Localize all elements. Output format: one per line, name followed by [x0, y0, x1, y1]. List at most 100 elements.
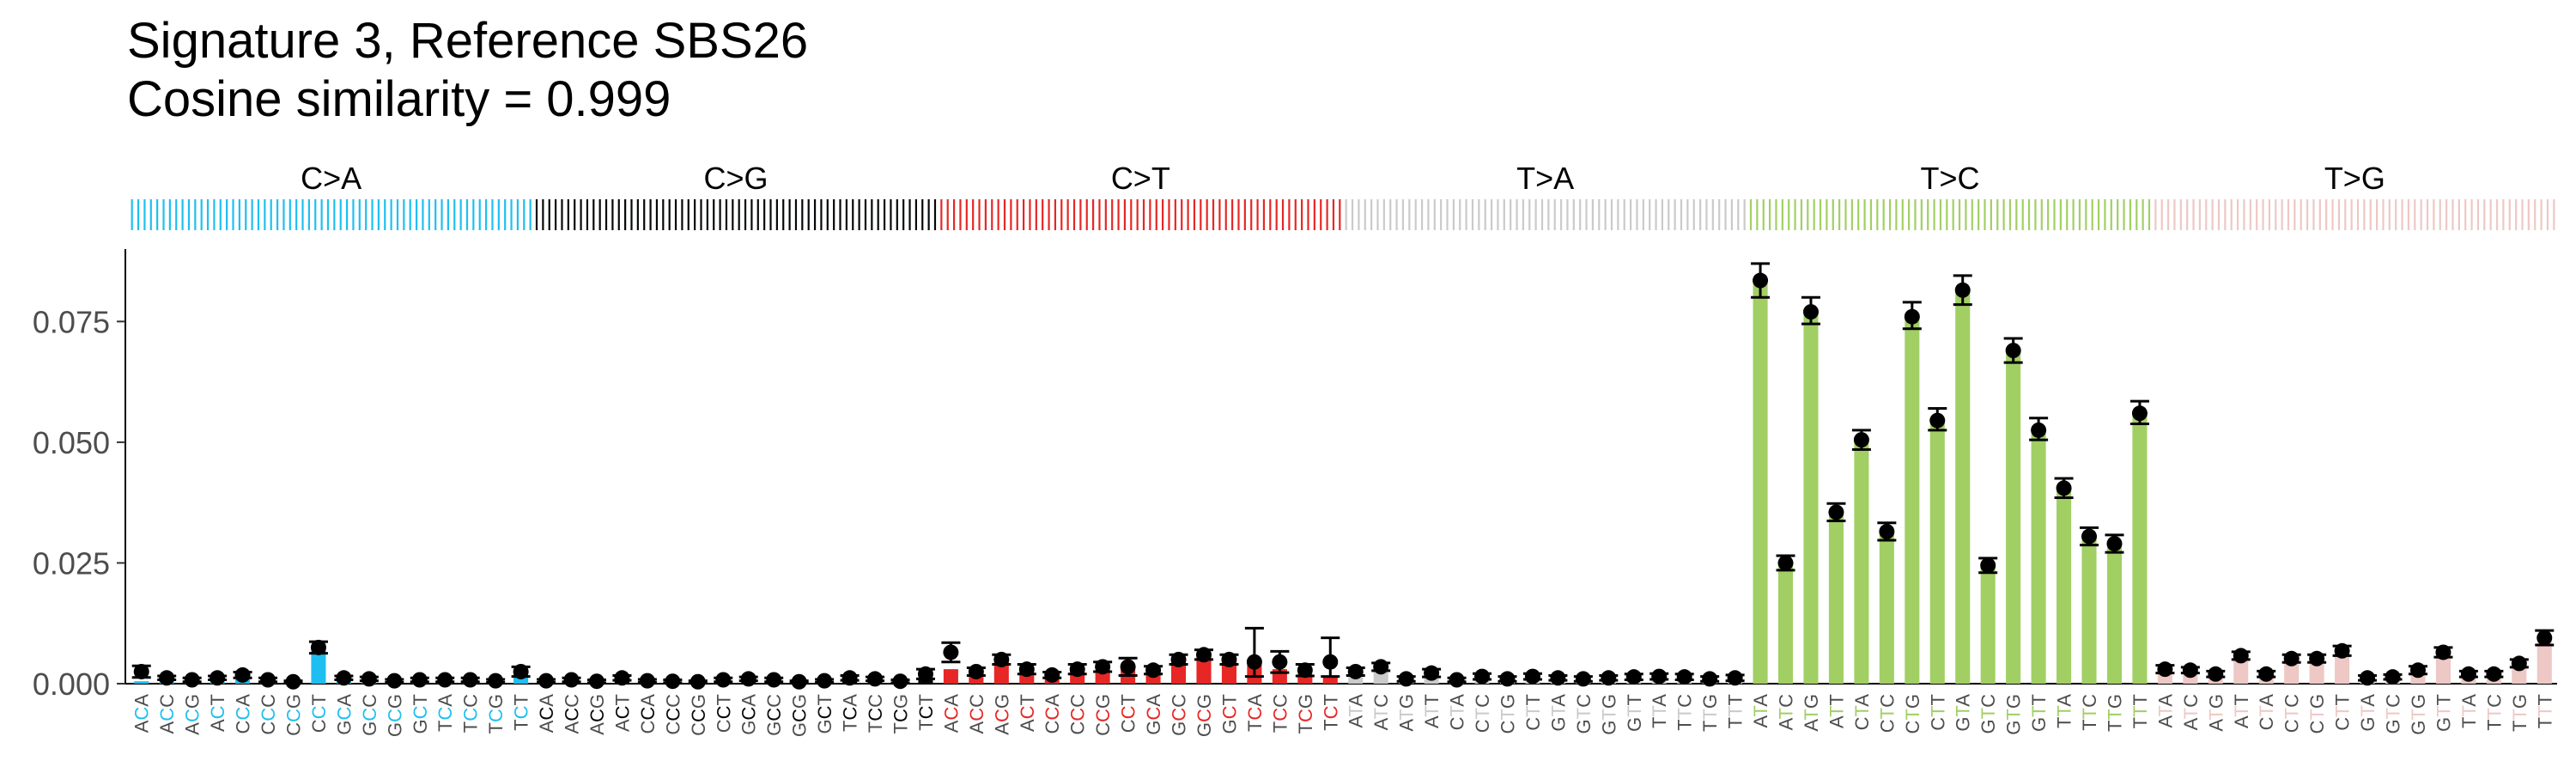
reference-point [1297, 662, 1313, 679]
reference-point [1980, 557, 1996, 574]
reference-point [943, 644, 959, 660]
x-tick-label: ACT [1017, 694, 1038, 732]
mutation-type-strip: C>A C>G C>T T>A T>C T>G [131, 161, 2555, 230]
x-tick-label: CCA [637, 694, 659, 734]
x-tick-label: CCG [688, 694, 709, 736]
x-tick-label: TTC [1674, 694, 1696, 731]
reference-point [133, 663, 149, 679]
bars [134, 283, 2552, 684]
reference-point [817, 673, 833, 689]
x-tick-label: CCC [1067, 694, 1089, 735]
reference-point [867, 671, 884, 687]
x-tick-label: CTA [1447, 694, 1468, 731]
x-tick-label: GCC [763, 694, 785, 736]
reference-point [715, 672, 732, 688]
bar [2335, 652, 2350, 684]
reference-point [1474, 668, 1491, 685]
reference-point [588, 673, 605, 690]
x-tick-label: ATG [2205, 694, 2227, 732]
x-tick-label: CCT [713, 694, 734, 733]
x-tick-label: CTG [1902, 694, 1923, 733]
bar [2435, 654, 2451, 684]
reference-point [361, 671, 377, 687]
bar [1777, 563, 1794, 684]
reference-point [2081, 528, 2098, 545]
x-tick-label: GTG [2003, 694, 2025, 735]
bar [1854, 440, 1869, 684]
reference-point [2233, 648, 2249, 664]
reference-point [2409, 662, 2426, 679]
x-tick-label: ATG [1396, 694, 1418, 732]
bar [1929, 420, 1945, 684]
reference-point [1753, 272, 1769, 289]
x-tick-label: TCC [460, 694, 482, 733]
x-tick-label: GCT [410, 694, 431, 733]
x-tick-label: GCG [384, 694, 405, 737]
reference-point [1853, 432, 1869, 448]
reference-point [563, 672, 580, 688]
bar [1980, 565, 1996, 684]
reference-point [462, 672, 478, 688]
reference-point [1195, 647, 1212, 663]
x-tick-label: TTA [2054, 694, 2075, 728]
reference-point [2056, 480, 2072, 496]
reference-point [310, 639, 326, 655]
reference-points [131, 262, 2555, 690]
x-tick-label: TTG [2104, 694, 2125, 732]
x-tick-label: TCC [1269, 694, 1291, 733]
reference-point [2157, 661, 2173, 678]
x-tick-label: TCT [511, 694, 532, 731]
reference-point [917, 666, 933, 682]
x-tick-label: TTG [2509, 694, 2530, 732]
reference-point [2486, 666, 2502, 682]
reference-point [892, 673, 908, 690]
reference-point [1424, 665, 1440, 681]
x-tick-label: ACC [156, 694, 178, 734]
bar [1348, 676, 1364, 684]
reference-point [538, 673, 555, 689]
reference-point [2537, 630, 2553, 646]
reference-point [2360, 670, 2376, 686]
x-tick-label: ACA [940, 694, 962, 733]
reference-point [1828, 504, 1844, 520]
x-tick-label: CCA [1042, 694, 1063, 734]
reference-point [639, 673, 655, 689]
x-tick-label: TCT [915, 694, 937, 731]
x-tick-label: GTC [2383, 694, 2404, 734]
bar [943, 669, 958, 684]
bar [1322, 676, 1338, 684]
reference-point [1069, 661, 1085, 678]
x-tick-label: ATA [1346, 694, 1367, 728]
reference-point [2258, 666, 2275, 682]
x-tick-label: CCC [662, 694, 683, 735]
x-tick-label: TCC [865, 694, 886, 733]
x-tick-label: GCA [1143, 694, 1164, 735]
reference-point [260, 672, 276, 688]
reference-point [1676, 669, 1692, 685]
x-tick-label: ATA [2154, 694, 2176, 728]
reference-point [665, 673, 681, 690]
y-tick-label: 0.075 [33, 304, 110, 339]
reference-point [2031, 422, 2047, 438]
reference-point [437, 672, 453, 688]
x-tick-label: CTA [1851, 694, 1873, 731]
x-tick-label: GCT [814, 694, 835, 733]
bar [1955, 289, 1971, 684]
reference-point [614, 670, 630, 686]
x-tick-label: ATC [2180, 694, 2202, 731]
reference-point [2182, 662, 2198, 679]
reference-point [234, 666, 251, 683]
y-tick-label: 0.000 [33, 666, 110, 702]
reference-point [740, 671, 756, 687]
reference-point [1601, 670, 1617, 686]
x-tick-label: ATA [1750, 694, 1771, 728]
reference-point [285, 673, 301, 690]
reference-point [1625, 669, 1642, 685]
group-label: C>G [703, 161, 768, 196]
y-axis: 0.000 0.025 0.050 0.075 [33, 249, 2557, 702]
bar [1828, 512, 1844, 684]
x-tick-label: ATT [2231, 694, 2252, 728]
reference-point [1524, 668, 1540, 685]
reference-point [1904, 308, 1920, 325]
x-tick-label: GTA [2357, 694, 2379, 732]
